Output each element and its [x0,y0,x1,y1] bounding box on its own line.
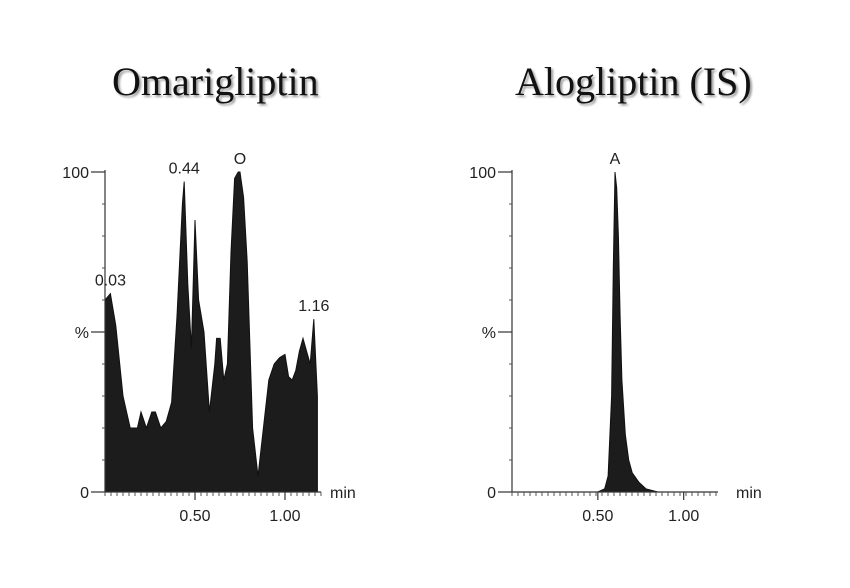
left-x-axis-label: min [330,485,356,502]
left-x-tick-label: 0.50 [179,508,210,525]
left-x-tick-label: 1.00 [269,508,300,525]
chart-title-left: Omarigliptin [112,59,319,104]
left-peak-label: 0.03 [95,273,126,290]
chart-title-right: Alogliptin (IS) [515,59,752,104]
right-y-tick-label: 100 [469,165,496,182]
left-y-tick-label: % [75,325,89,342]
right-x-tick-label: 1.00 [668,508,699,525]
left-peak-label: 0.44 [169,161,200,178]
left-peak-label: 1.16 [298,298,329,315]
right-y-tick-label: % [482,325,496,342]
right-x-tick-label: 0.50 [582,508,613,525]
right-peak-label: A [610,151,621,168]
right-x-axis-label: min [736,485,762,502]
left-y-tick-label: 100 [62,165,89,182]
left-y-tick-label: 0 [80,485,89,502]
left-chromatogram-trace [104,171,318,493]
left-peak-label: O [234,151,246,168]
right-y-tick-label: 0 [487,485,496,502]
right-chromatogram-trace [512,171,718,493]
